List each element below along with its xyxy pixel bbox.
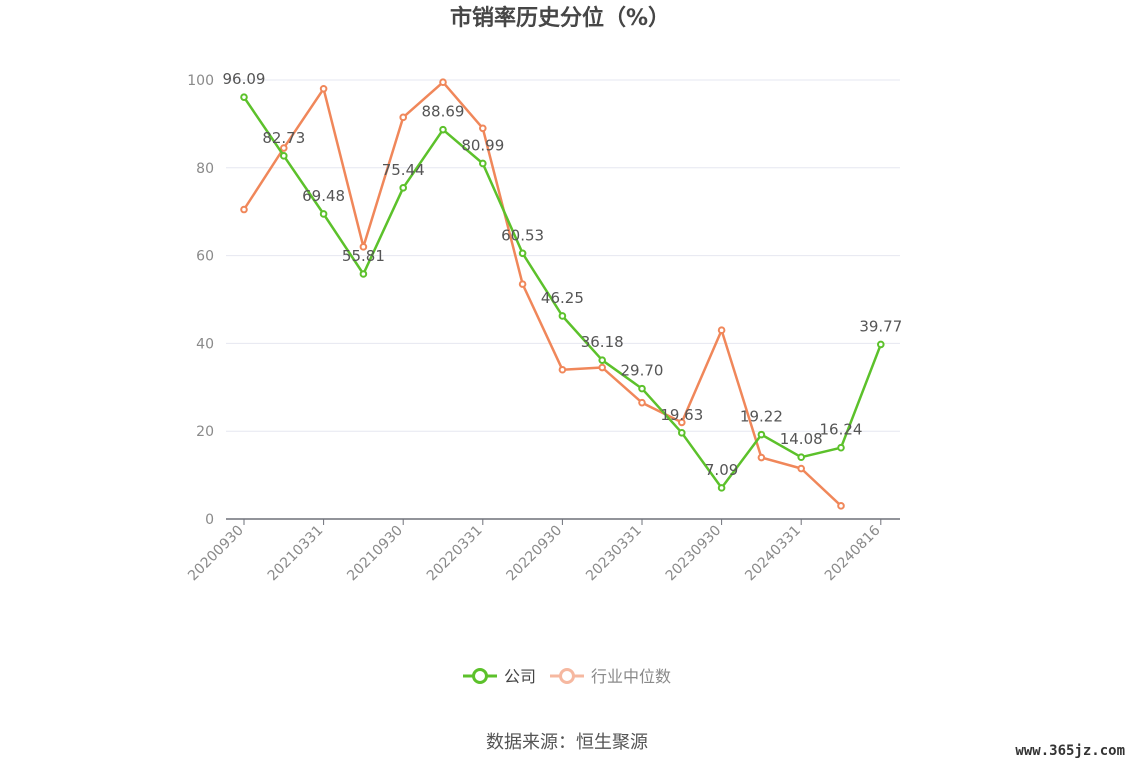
legend-company-marker-icon xyxy=(472,668,488,684)
industry-data-point xyxy=(717,326,726,335)
company-data-point xyxy=(757,430,766,439)
y-tick-label: 0 xyxy=(205,512,214,528)
company-data-label: 16.24 xyxy=(820,421,863,439)
company-data-point xyxy=(877,340,885,349)
company-data-label: 7.09 xyxy=(705,461,738,479)
x-tick-label: 20220331 xyxy=(424,523,486,585)
legend-item-company[interactable]: 公司 xyxy=(463,667,536,686)
x-tick-label: 20230331 xyxy=(583,523,645,585)
company-data-point xyxy=(797,453,806,461)
company-data-label: 80.99 xyxy=(461,136,504,154)
y-tick-label: 60 xyxy=(196,249,214,265)
company-data-point xyxy=(280,152,288,160)
company-data-label: 60.53 xyxy=(501,226,544,244)
industry-data-point xyxy=(359,243,368,251)
company-data-point xyxy=(479,159,487,168)
grid-lines xyxy=(226,79,900,432)
data-labels: 96.09 82.73 69.48 55.81 75.44 88.69 80.99 60.53… xyxy=(223,70,903,479)
company-data-point xyxy=(399,184,408,192)
x-tick-label: 20210331 xyxy=(265,523,327,585)
company-data-label: 14.08 xyxy=(780,430,823,448)
chart-title: 市销率历史分位（%） xyxy=(450,5,670,31)
company-data-point xyxy=(558,312,567,320)
company-data-label: 88.69 xyxy=(422,103,465,121)
series-layer xyxy=(240,78,885,510)
company-data-point xyxy=(359,270,368,278)
x-axis: 20200930 20210331 20210930 20220331 20220930… xyxy=(185,518,900,585)
industry-data-point xyxy=(479,124,487,133)
y-tick-label: 100 xyxy=(187,73,214,89)
industry-data-point xyxy=(638,398,646,407)
company-data-point xyxy=(598,356,607,364)
company-data-point xyxy=(638,384,646,393)
company-data-point xyxy=(439,125,447,134)
industry-data-point xyxy=(757,453,766,462)
company-data-label: 96.09 xyxy=(223,70,266,88)
company-data-label: 82.73 xyxy=(262,129,305,147)
x-tick-label: 20220930 xyxy=(504,523,566,585)
industry-data-point xyxy=(558,365,567,374)
company-data-point xyxy=(319,210,328,218)
industry-data-point xyxy=(280,144,288,152)
company-data-point xyxy=(678,429,686,437)
company-data-label: 19.63 xyxy=(660,406,703,424)
company-data-label: 29.70 xyxy=(621,362,664,380)
legend[interactable]: 公司 行业中位数 xyxy=(463,667,671,686)
x-tick-label: 20210930 xyxy=(344,523,406,585)
y-tick-label: 40 xyxy=(196,336,214,352)
company-data-label: 75.44 xyxy=(382,161,425,179)
industry-data-point xyxy=(240,205,248,214)
company-data-label: 55.81 xyxy=(342,247,385,265)
y-axis-ticks: 0 20 40 60 80 100 xyxy=(187,73,214,528)
legend-company-label: 公司 xyxy=(504,667,536,686)
company-data-label: 46.25 xyxy=(541,289,584,307)
industry-data-point xyxy=(399,113,408,122)
x-tick-label: 20230930 xyxy=(663,523,725,585)
industry-data-point xyxy=(678,418,686,427)
company-data-point xyxy=(240,93,248,101)
industry-series-line xyxy=(242,80,842,507)
legend-industry-marker-icon xyxy=(559,668,575,684)
company-data-point xyxy=(837,443,845,452)
industry-data-point xyxy=(797,464,806,473)
industry-data-point xyxy=(837,502,845,510)
company-data-label: 69.48 xyxy=(302,187,345,205)
data-source: 数据来源：恒生聚源 xyxy=(486,732,648,753)
legend-industry-label: 行业中位数 xyxy=(591,667,671,686)
y-tick-label: 20 xyxy=(196,424,214,440)
company-data-label: 39.77 xyxy=(859,317,902,335)
industry-data-point xyxy=(439,78,447,86)
company-data-point xyxy=(518,249,527,258)
x-tick-label: 20200930 xyxy=(185,523,247,585)
watermark: www.365jz.com xyxy=(1015,743,1125,759)
x-tick-label: 20240816 xyxy=(822,522,884,584)
y-tick-label: 80 xyxy=(196,161,214,177)
industry-data-point xyxy=(598,363,607,372)
legend-item-industry[interactable]: 行业中位数 xyxy=(550,667,671,686)
industry-data-point xyxy=(319,84,328,93)
company-data-label: 36.18 xyxy=(581,333,624,351)
industry-data-point xyxy=(518,280,527,288)
x-tick-label: 20240331 xyxy=(742,523,804,585)
company-data-label: 19.22 xyxy=(740,408,783,426)
company-data-point xyxy=(717,484,726,492)
